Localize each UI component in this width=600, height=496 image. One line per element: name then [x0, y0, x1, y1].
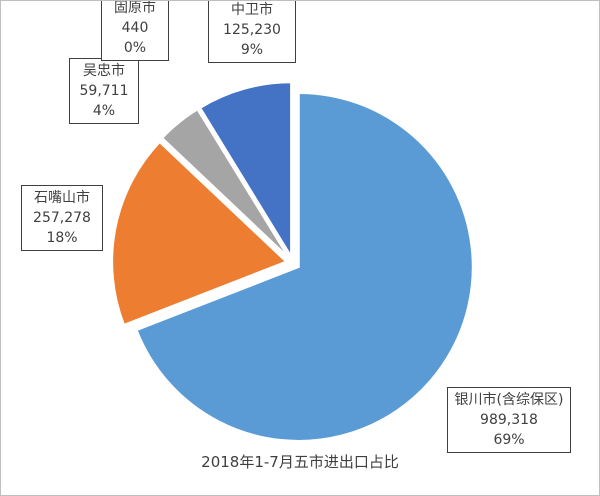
- label-value: 440: [121, 20, 149, 36]
- data-label: 吴忠市 59,711 4%: [69, 58, 139, 124]
- label-name: 银川市(含综保区): [454, 392, 564, 408]
- label-value: 125,230: [223, 22, 281, 38]
- label-percent: 4%: [92, 103, 116, 119]
- data-label: 固原市 440 0%: [101, 0, 169, 61]
- data-label: 银川市(含综保区) 989,318 69%: [447, 387, 571, 453]
- label-name: 固原市: [114, 0, 156, 16]
- label-percent: 9%: [240, 42, 264, 58]
- label-percent: 0%: [123, 40, 147, 56]
- pie-slice: [198, 81, 293, 260]
- data-label: 石嘴山市 257,278 18%: [21, 185, 103, 251]
- label-name: 中卫市: [231, 2, 273, 18]
- chart-title: 2018年1-7月五市进出口占比: [201, 453, 399, 471]
- data-label: 中卫市 125,230 9%: [208, 1, 296, 63]
- pie-slice: [111, 140, 288, 327]
- label-value: 257,278: [33, 210, 91, 226]
- label-value: 59,711: [79, 83, 129, 99]
- label-name: 吴忠市: [83, 63, 125, 79]
- label-name: 石嘴山市: [34, 190, 90, 206]
- pie-slice: [135, 91, 474, 442]
- label-percent: 18%: [46, 230, 78, 246]
- pie-slice: [196, 107, 291, 258]
- label-percent: 69%: [493, 432, 525, 448]
- label-value: 989,318: [480, 412, 538, 428]
